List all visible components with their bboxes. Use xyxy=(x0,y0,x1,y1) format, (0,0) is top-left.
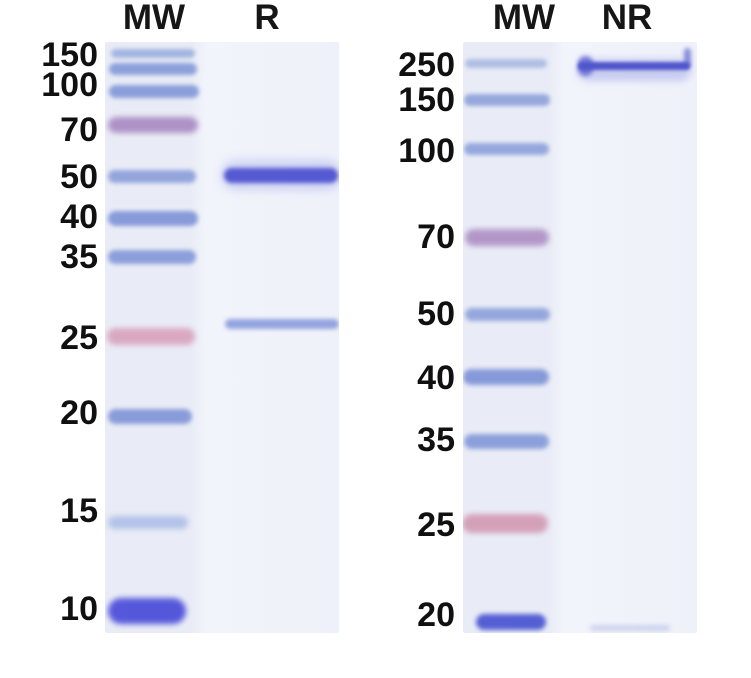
mw-label-35: 35 xyxy=(60,238,98,276)
mw-label-250: 250 xyxy=(398,46,455,84)
mw-label-70: 70 xyxy=(417,218,455,256)
mw-band-50 xyxy=(464,307,550,321)
mw-label-100: 100 xyxy=(41,66,98,104)
mw-label-100: 100 xyxy=(398,132,455,170)
mw-label-50: 50 xyxy=(60,158,98,196)
mw-band-150 xyxy=(464,94,550,106)
mw-label-25: 25 xyxy=(60,319,98,357)
sample-band-50 xyxy=(224,167,338,183)
mw-band-35 xyxy=(108,250,196,264)
mw-band-20 xyxy=(476,614,546,630)
mw-band-100 xyxy=(463,143,549,155)
mw-band-25 xyxy=(107,327,195,345)
mw-band-40 xyxy=(463,369,549,385)
mw-label-10: 10 xyxy=(60,590,98,628)
mw-band-70 xyxy=(108,117,198,133)
mw-band-15 xyxy=(108,515,188,529)
mw-label-40: 40 xyxy=(60,198,98,236)
mw-band-40 xyxy=(108,210,198,226)
mw-label-20: 20 xyxy=(60,394,98,432)
mw-label-20: 20 xyxy=(417,596,455,634)
mw-label-50: 50 xyxy=(417,295,455,333)
mw-band-35 xyxy=(463,433,549,449)
mw-label-150: 150 xyxy=(398,81,455,119)
mw-band-50 xyxy=(108,169,196,183)
mw-label-25: 25 xyxy=(417,506,455,544)
mw-band-20 xyxy=(108,408,192,424)
gel-panel-reduced xyxy=(105,42,339,633)
sample-band-nr-right-edge xyxy=(683,48,691,68)
lane-header-r: R xyxy=(254,0,280,37)
sample-band-nr xyxy=(578,62,690,70)
sample-band-nr-left-edge xyxy=(577,56,593,76)
mw-label-35: 35 xyxy=(417,421,455,459)
mw-band-1 xyxy=(111,48,195,58)
gel-panel-non-reduced xyxy=(463,42,697,633)
mw-label-70: 70 xyxy=(60,111,98,149)
mw-band-25 xyxy=(463,513,548,533)
mw-band-70 xyxy=(465,228,549,246)
smudge-bottom xyxy=(590,625,670,631)
lane-header-nr: NR xyxy=(601,0,653,37)
mw-label-15: 15 xyxy=(60,492,98,530)
lane-header-mw: MW xyxy=(492,0,556,37)
mw-label-40: 40 xyxy=(417,359,455,397)
sample-band-25 xyxy=(225,319,339,329)
mw-label-150: 150 xyxy=(41,36,98,74)
mw-band-2 xyxy=(109,63,197,75)
mw-band-100 xyxy=(109,84,199,98)
mw-band-250 xyxy=(465,58,547,68)
lane-header-mw: MW xyxy=(122,0,186,37)
mw-band-10 xyxy=(108,598,186,624)
